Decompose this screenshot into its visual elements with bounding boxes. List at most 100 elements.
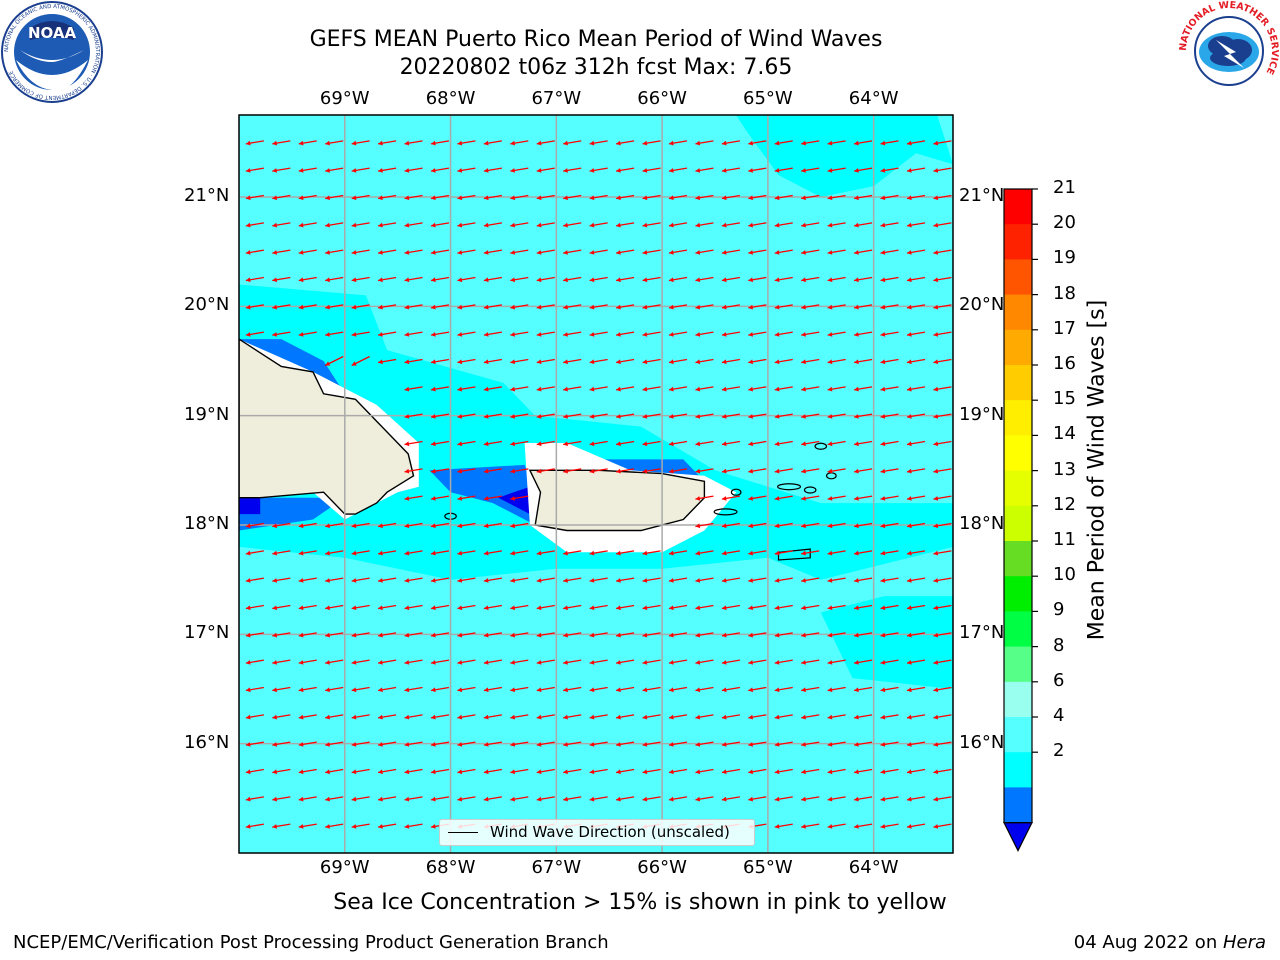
wind-arrow-519 — [880, 686, 899, 693]
wind-arrow-224 — [536, 358, 555, 365]
wind-arrow-486 — [721, 659, 740, 665]
wind-arrow-253 — [748, 386, 767, 392]
wind-arrow-416 — [298, 604, 317, 611]
wind-arrow-89 — [457, 222, 476, 228]
wind-arrow-439 — [906, 604, 926, 611]
wind-arrow-408 — [801, 577, 820, 583]
wind-arrow-592 — [668, 768, 688, 775]
wind-arrow-96 — [642, 222, 661, 228]
wind-arrow-8 — [457, 140, 476, 146]
wind-arrow-53 — [933, 167, 952, 173]
wind-arrow-180 — [721, 304, 740, 310]
wind-arrow-333 — [801, 495, 820, 501]
wind-arrow-508 — [589, 686, 608, 693]
wind-arrow-19 — [748, 140, 767, 146]
wind-arrow-95 — [615, 222, 635, 228]
colorbar-segment-8 — [1004, 470, 1032, 507]
wind-arrow-529 — [430, 714, 450, 720]
wind-arrow-69 — [642, 194, 661, 201]
noaa-logo-text: NOAA — [28, 24, 77, 42]
wind-arrow-410 — [853, 577, 873, 583]
wind-arrow-481 — [589, 659, 608, 665]
wind-arrow-534 — [563, 714, 582, 720]
wind-arrow-350 — [695, 522, 714, 529]
wind-arrow-357 — [880, 522, 899, 529]
ocean-patch-ne — [736, 115, 953, 197]
wind-arrow-620 — [695, 796, 714, 802]
wind-arrow-602 — [933, 768, 952, 775]
wind-arrow-59 — [377, 194, 397, 201]
wind-arrow-248 — [615, 386, 635, 392]
wind-arrow-480 — [563, 659, 582, 665]
footer-date: 04 Aug 2022 on Hera — [1074, 932, 1266, 953]
low-period-zone-hisp-south — [239, 497, 345, 531]
wind-arrow-76 — [827, 194, 846, 201]
wind-arrow-636 — [404, 823, 423, 829]
wind-arrow-539 — [695, 714, 714, 720]
lon-label-top-4: 65°W — [743, 88, 793, 109]
wind-arrow-415 — [272, 604, 291, 611]
st-croix-island — [777, 548, 811, 561]
wind-arrow-477 — [483, 659, 502, 665]
lat-label-left-0: 21°N — [184, 185, 230, 206]
wind-arrow-634 — [351, 823, 370, 829]
wind-arrow-441 — [245, 632, 264, 638]
lon-label-bottom-3: 66°W — [637, 857, 687, 878]
colorbar-segment-2 — [1004, 259, 1032, 296]
wind-arrow-98 — [695, 222, 714, 228]
wind-arrow-26 — [933, 140, 952, 146]
wind-arrow-442 — [272, 632, 291, 638]
wind-arrow-461 — [774, 632, 793, 638]
wind-arrow-163 — [272, 304, 291, 310]
wind-arrow-161 — [933, 276, 952, 283]
wind-arrow-318 — [801, 468, 820, 474]
wind-arrow-115 — [430, 249, 450, 255]
wind-arrow-274 — [748, 413, 767, 419]
wind-arrow-80 — [933, 194, 952, 201]
wind-arrow-438 — [880, 604, 899, 611]
wind-arrow-505 — [510, 686, 529, 693]
wind-arrow-561 — [563, 741, 582, 747]
wind-arrow-467 — [933, 632, 952, 638]
wind-arrow-411 — [880, 577, 899, 583]
wind-arrow-294 — [721, 440, 740, 447]
wind-arrow-155 — [774, 276, 793, 283]
wind-arrow-395 — [457, 577, 476, 583]
wind-arrow-324 — [404, 495, 423, 501]
wind-arrow-114 — [404, 249, 423, 255]
wind-arrow-109 — [272, 249, 291, 255]
lon-label-bottom-0: 69°W — [319, 857, 370, 878]
wind-arrow-336 — [880, 495, 899, 501]
chart-subtitle: 20220802 t06z 312h fcst Max: 7.65 — [399, 55, 793, 80]
wind-arrow-230 — [695, 358, 714, 365]
colorbar-tick-10: 11 — [1053, 529, 1076, 550]
wind-arrow-16 — [668, 140, 688, 146]
wind-arrow-102 — [801, 222, 820, 228]
wind-arrow-568 — [748, 741, 767, 747]
wind-arrow-221 — [457, 358, 476, 365]
wind-arrow-621 — [721, 796, 740, 802]
wind-arrow-116 — [457, 249, 476, 255]
wind-arrow-244 — [510, 386, 529, 392]
wind-arrow-68 — [615, 194, 635, 201]
wind-arrow-229 — [668, 358, 688, 365]
wind-arrow-112 — [351, 249, 370, 255]
wind-arrow-405 — [721, 577, 740, 583]
wind-arrow-323 — [933, 468, 952, 474]
wind-arrow-569 — [774, 741, 793, 747]
wind-arrow-172 — [510, 304, 529, 310]
wind-arrow-106 — [906, 222, 926, 228]
wind-arrow-216 — [324, 355, 344, 367]
wind-arrow-354 — [801, 522, 820, 529]
wind-arrow-236 — [853, 358, 873, 365]
wind-arrow-582 — [404, 768, 423, 775]
wind-arrow-556 — [430, 741, 450, 747]
wind-arrow-632 — [298, 823, 317, 829]
wind-arrow-454 — [589, 632, 608, 638]
wind-arrow-58 — [351, 194, 370, 201]
wind-arrow-259 — [906, 386, 926, 392]
lat-label-right-2: 19°N — [959, 403, 1005, 425]
wind-arrow-139 — [351, 276, 370, 283]
wind-arrow-272 — [695, 413, 714, 419]
wind-arrow-219 — [404, 358, 423, 365]
